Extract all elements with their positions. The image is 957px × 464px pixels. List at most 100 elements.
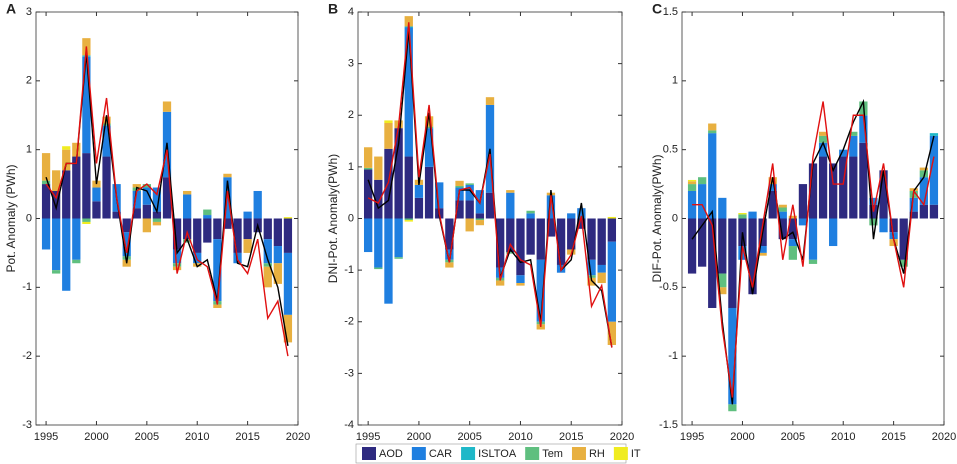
- panel-label: C: [652, 1, 662, 17]
- bar-segment: [546, 195, 556, 219]
- bar-segment: [788, 218, 797, 240]
- bar-segment: [102, 123, 111, 126]
- bar-segment: [52, 270, 61, 274]
- bar-segment: [283, 252, 293, 315]
- bar-segment: [808, 163, 818, 219]
- bar-segment: [374, 179, 383, 219]
- bar-segment: [597, 264, 606, 273]
- bar-segment: [263, 266, 272, 288]
- bar-segment: [82, 218, 91, 222]
- bar-segment: [526, 213, 535, 219]
- bar-segment: [213, 218, 222, 240]
- bar-segment: [92, 201, 101, 219]
- bar-segment: [919, 177, 928, 205]
- bar-segment: [929, 204, 939, 219]
- bar-segment: [698, 177, 707, 185]
- bar-segment: [465, 218, 474, 232]
- y-tick-label: 1: [672, 75, 678, 87]
- bar-segment: [567, 213, 576, 219]
- bar-segment: [374, 267, 383, 270]
- bar-segment: [404, 156, 413, 219]
- bar-segment: [152, 187, 162, 212]
- x-tick-label: 2020: [610, 431, 634, 443]
- bar-segment: [728, 404, 737, 412]
- bar-segment: [929, 133, 939, 136]
- bar-segment: [424, 166, 434, 219]
- bar-segment: [102, 156, 111, 219]
- bar-segment: [183, 218, 192, 240]
- legend-label: RH: [589, 448, 605, 460]
- bar-segment: [798, 184, 808, 219]
- bar-segment: [829, 163, 838, 219]
- bar-segment: [728, 218, 737, 308]
- bar-segment: [768, 184, 777, 191]
- bar-segment: [465, 183, 474, 185]
- bar-segment: [283, 217, 293, 219]
- bar-segment: [506, 252, 515, 254]
- bar-segment: [223, 173, 232, 178]
- bar-segment: [889, 218, 898, 233]
- bar-segment: [424, 128, 434, 167]
- bar-segment: [203, 218, 212, 243]
- y-tick-label: 4: [348, 6, 354, 18]
- bar-segment: [597, 218, 606, 265]
- bar-segment: [132, 208, 141, 219]
- bar-segment: [132, 184, 141, 188]
- bar-segment: [122, 232, 131, 257]
- bar-segment: [698, 184, 707, 219]
- bar-segment: [384, 218, 393, 304]
- bar-segment: [506, 190, 515, 193]
- y-tick-label: 1.5: [663, 6, 678, 18]
- bar-segment: [577, 208, 586, 219]
- y-tick-label: 1: [348, 161, 354, 173]
- bar-segment: [384, 122, 393, 149]
- bar-segment: [869, 218, 878, 226]
- legend-swatch: [362, 447, 376, 460]
- bar-segment: [919, 170, 928, 178]
- bar-segment: [142, 218, 151, 233]
- y-tick-label: -2: [22, 350, 32, 362]
- bar-segment: [142, 187, 151, 205]
- bar-segment: [577, 218, 586, 229]
- bar-segment: [102, 125, 111, 157]
- bar-segment: [687, 179, 697, 182]
- y-tick-label: -3: [22, 419, 32, 431]
- bar-segment: [708, 133, 717, 219]
- x-tick-label: 2000: [407, 431, 431, 443]
- bar-segment: [687, 184, 697, 191]
- x-tick-label: 2005: [781, 431, 805, 443]
- bar-segment: [52, 218, 61, 271]
- bar-segment: [899, 218, 908, 260]
- bar-segment: [879, 170, 888, 219]
- bar-segment: [363, 218, 373, 253]
- x-tick-label: 2020: [932, 431, 956, 443]
- legend-label: CAR: [429, 448, 452, 460]
- bar-segment: [718, 287, 727, 295]
- bar-segment: [475, 220, 485, 226]
- bar-segment: [193, 218, 202, 253]
- bar-segment: [62, 149, 71, 171]
- bar-segment: [72, 218, 81, 260]
- bar-segment: [687, 190, 697, 219]
- x-tick-label: 1995: [356, 431, 380, 443]
- bar-segment: [283, 218, 293, 253]
- bar-segment: [223, 218, 232, 229]
- bar-segment: [778, 204, 787, 208]
- x-tick-label: 2010: [185, 431, 209, 443]
- y-tick-label: 0: [672, 212, 678, 224]
- bar-segment: [879, 218, 888, 233]
- y-axis-label: DNI-Pot. Anomaly(PWh): [326, 154, 340, 283]
- bar-segment: [445, 262, 454, 268]
- bar-segment: [183, 194, 192, 219]
- bar-segment: [495, 218, 505, 268]
- bar-segment: [465, 200, 474, 219]
- bar-segment: [818, 142, 828, 157]
- bar-segment: [41, 218, 51, 250]
- y-axis-label: DIF-Pot. Anomaly(PWh): [650, 154, 664, 282]
- bar-segment: [526, 210, 535, 214]
- bar-segment: [708, 218, 717, 308]
- bar-segment: [475, 213, 485, 219]
- legend-label: AOD: [379, 448, 403, 460]
- bar-segment: [526, 218, 535, 255]
